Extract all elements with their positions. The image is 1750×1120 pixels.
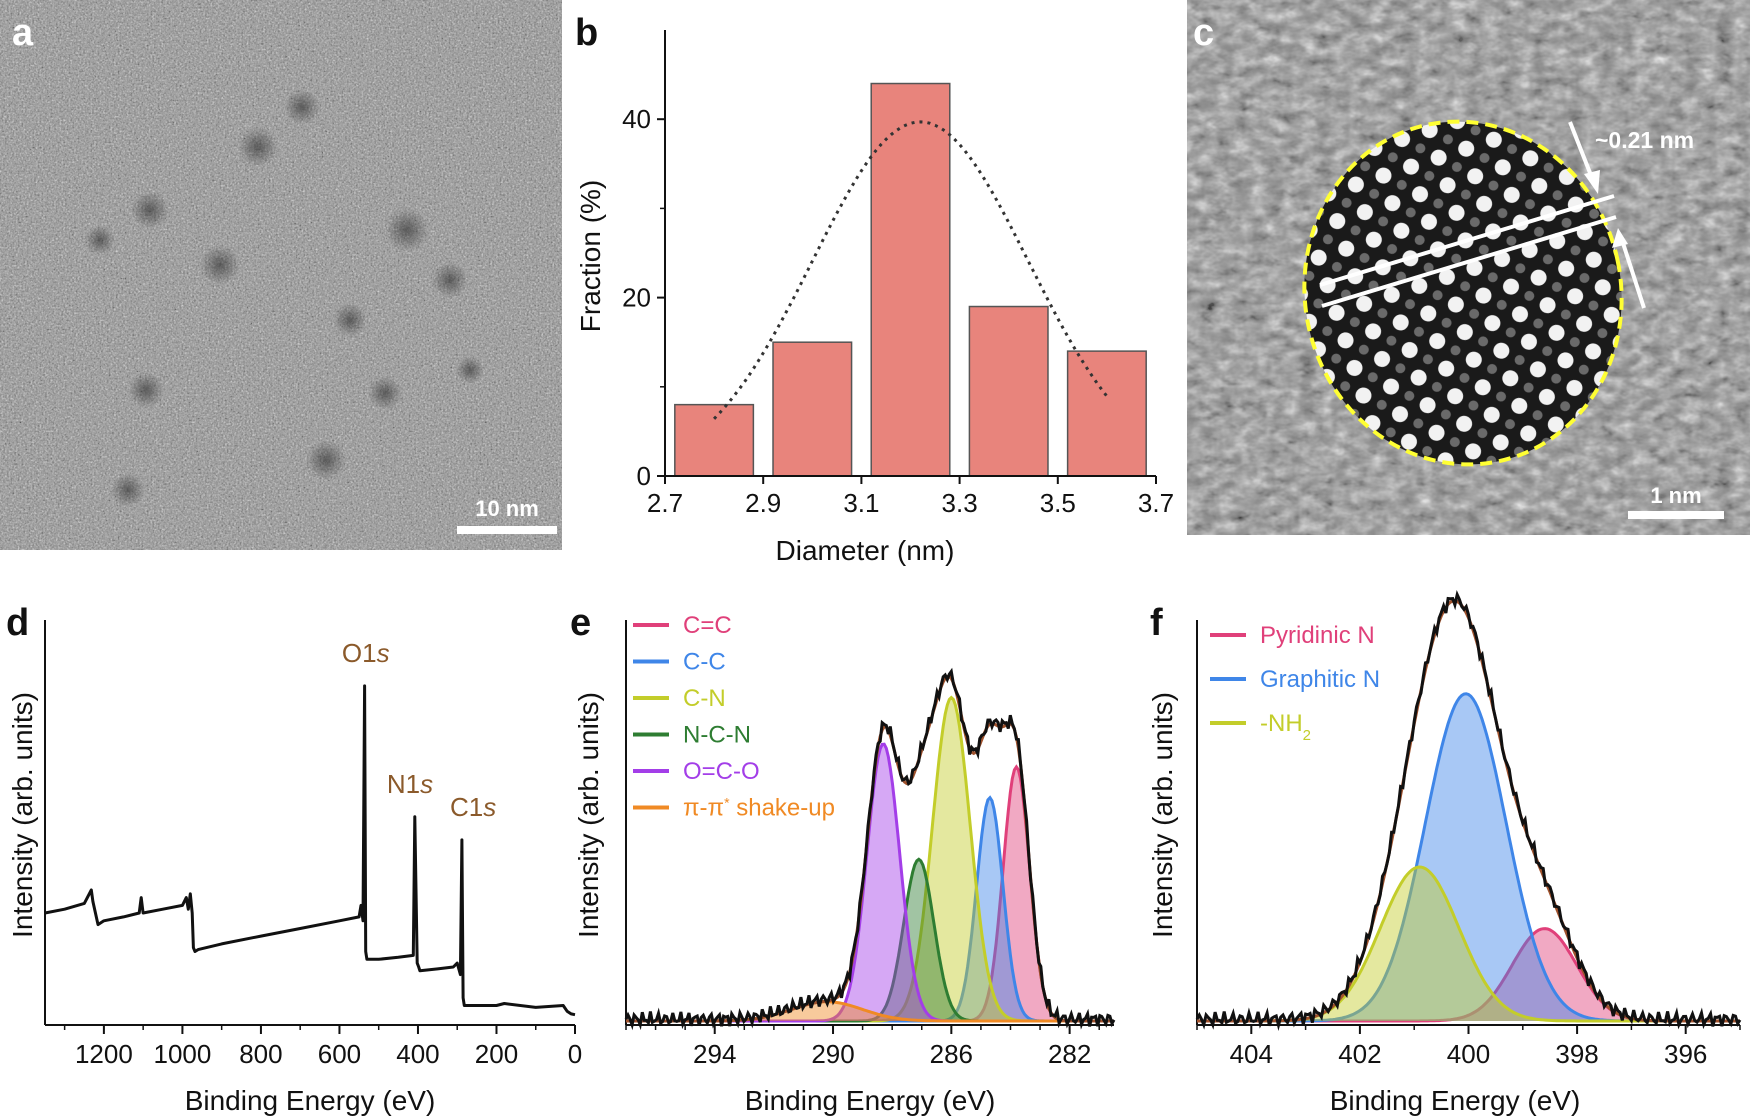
- x-tick-label: 3.5: [1040, 488, 1076, 518]
- c1s-data-line: [624, 667, 1116, 1031]
- peak-label: C1s: [450, 792, 496, 822]
- panel-a: a 10 nm: [0, 0, 562, 550]
- peak-label: N1s: [387, 769, 433, 799]
- legend-label: Pyridinic N: [1260, 622, 1375, 649]
- tem-noise-texture: [0, 0, 562, 550]
- scale-bar-c: [1628, 511, 1724, 519]
- histogram-bar: [968, 305, 1049, 477]
- x-tick-label: 400: [396, 1039, 439, 1069]
- legend-label: N-C-N: [683, 722, 751, 749]
- panel-d: d 1200 1000 800 600 400 200 0 O1s N1s C1s Bindin…: [6, 602, 582, 1116]
- x-tick-label: 398: [1555, 1039, 1598, 1069]
- peak-area: [626, 797, 1114, 1021]
- panel-letter-f: f: [1150, 602, 1163, 644]
- x-tick-label: 286: [930, 1039, 973, 1069]
- peak-label-orbital: s: [420, 769, 433, 799]
- legend-label: -NH2: [1260, 710, 1311, 744]
- histogram-x-label: Diameter (nm): [776, 535, 955, 566]
- histogram-bars: [674, 82, 1147, 477]
- peak-area: [626, 766, 1114, 1021]
- x-tick-label: 600: [318, 1039, 361, 1069]
- legend-label: Graphitic N: [1260, 666, 1380, 693]
- x-tick-label: 294: [693, 1039, 736, 1069]
- arrow-top: [1568, 121, 1600, 194]
- legend-suffix: shake-up: [730, 795, 835, 822]
- legend-label: C-N: [683, 685, 726, 712]
- fringe-line-1: [1319, 194, 1615, 287]
- legend-superscript: *: [724, 795, 730, 811]
- y-tick-label: 40: [622, 104, 651, 134]
- y-tick-label: 20: [622, 283, 651, 313]
- n1s-x-label: Binding Energy (eV): [1330, 1085, 1581, 1116]
- legend-label: C-C: [683, 649, 726, 676]
- histogram-bar: [870, 82, 951, 477]
- c1s-legend: C=C C-C C-N N-C-N O=C-O π-π* shake-up: [633, 612, 835, 822]
- peak-area: [1197, 693, 1740, 1021]
- peak-area: [1197, 867, 1740, 1021]
- legend-subscript: 2: [1303, 727, 1311, 744]
- panel-letter-d: d: [6, 602, 29, 644]
- histogram-y-label: Fraction (%): [575, 180, 606, 332]
- panel-letter-b: b: [575, 12, 598, 54]
- panel-e: e 294 290 286 282 C=C C-C C-N N-C-N O=C-O π-π* s…: [570, 602, 1116, 1116]
- x-tick-label: 3.3: [942, 488, 978, 518]
- histogram-bar: [772, 341, 853, 477]
- x-tick-label: 1200: [75, 1039, 133, 1069]
- peak-label: O1s: [342, 638, 390, 668]
- survey-x-label: Binding Energy (eV): [185, 1085, 436, 1116]
- arrow-bottom: [1612, 228, 1646, 309]
- panel-letter-c: c: [1193, 12, 1214, 54]
- n1s-peak-components: [1197, 692, 1740, 1023]
- survey-peak-labels: O1s N1s C1s: [342, 638, 496, 822]
- n1s-legend: Pyridinic N Graphitic N -NH2: [1210, 622, 1380, 744]
- nanoparticle-dots: [85, 89, 484, 507]
- histogram-bar: [1066, 350, 1147, 477]
- x-tick-label: 200: [475, 1039, 518, 1069]
- legend-label: C=C: [683, 612, 732, 639]
- particle-outline: [1302, 119, 1624, 467]
- x-tick-label: 400: [1447, 1039, 1490, 1069]
- survey-y-label: Intensity (arb. units): [7, 692, 38, 938]
- x-tick-label: 290: [811, 1039, 854, 1069]
- x-tick-label: 282: [1048, 1039, 1091, 1069]
- peak-area: [626, 1001, 1114, 1021]
- n1s-data-line: [1195, 589, 1742, 1031]
- peak-area: [626, 744, 1114, 1021]
- legend-label: π-π* shake-up: [683, 795, 835, 822]
- n1s-axes: 404 402 400 398 396: [1196, 620, 1741, 1069]
- panel-letter-e: e: [570, 602, 591, 644]
- x-tick-label: 800: [239, 1039, 282, 1069]
- x-tick-label: 1000: [153, 1039, 211, 1069]
- histogram-axes: 2.7 2.9 3.1 3.3 3.5 3.7 0 20 40: [622, 30, 1174, 518]
- c1s-x-label: Binding Energy (eV): [745, 1085, 996, 1116]
- x-tick-label: 0: [568, 1039, 582, 1069]
- x-tick-label: 3.7: [1138, 488, 1174, 518]
- peak-label-orbital: s: [377, 638, 390, 668]
- x-tick-label: 396: [1664, 1039, 1707, 1069]
- scale-bar-label-c: 1 nm: [1650, 483, 1701, 508]
- scale-bar-a: [457, 526, 557, 534]
- x-tick-label: 402: [1338, 1039, 1381, 1069]
- n1s-y-label: Intensity (arb. units): [1147, 692, 1178, 938]
- fringe-line-2: [1321, 215, 1617, 308]
- x-tick-label: 3.1: [843, 488, 879, 518]
- survey-spectrum-line: [44, 684, 576, 1017]
- panel-letter-a: a: [12, 12, 34, 54]
- legend-label: O=C-O: [683, 758, 760, 785]
- histogram-bar: [674, 403, 755, 477]
- scale-bar-label-a: 10 nm: [475, 496, 539, 521]
- x-tick-label: 2.9: [745, 488, 781, 518]
- panel-f: f 404 402 400 398 396 Pyridinic N Graphitic N…: [1147, 589, 1742, 1116]
- x-tick-label: 404: [1230, 1039, 1273, 1069]
- panel-c: ~0.21 nm c 1 nm: [1187, 0, 1750, 535]
- c1s-y-label: Intensity (arb. units): [573, 692, 604, 938]
- x-tick-label: 2.7: [647, 488, 683, 518]
- lattice-spacing-label: ~0.21 nm: [1595, 127, 1694, 153]
- peak-label-orbital: s: [483, 792, 496, 822]
- y-tick-label: 0: [637, 461, 651, 491]
- survey-axes: 1200 1000 800 600 400 200 0: [44, 620, 582, 1069]
- c1s-axes: 294 290 286 282: [625, 620, 1114, 1069]
